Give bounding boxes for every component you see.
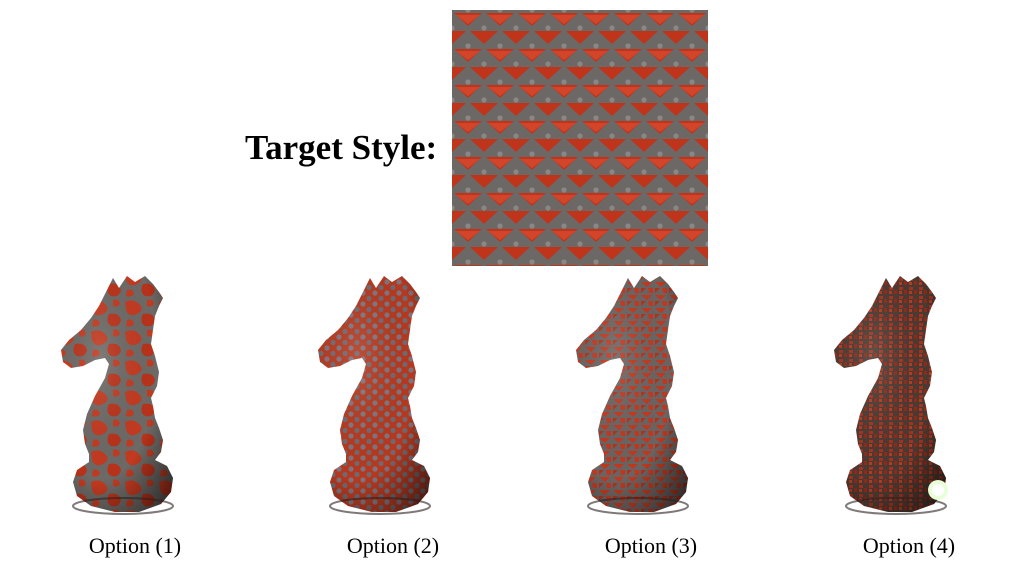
target-style-title: Target Style:: [245, 128, 438, 167]
option-1-label: Option (1): [88, 533, 182, 558]
knight-option-2: [318, 276, 431, 515]
option-3-label: Option (3): [604, 533, 698, 558]
knight-option-1: [61, 276, 174, 515]
option-4-label: Option (4): [862, 533, 956, 558]
knight-option-4: [834, 276, 948, 515]
option-2-label: Option (2): [346, 533, 440, 558]
knight-option-3: [576, 276, 689, 515]
target-style-texture: [452, 10, 708, 266]
